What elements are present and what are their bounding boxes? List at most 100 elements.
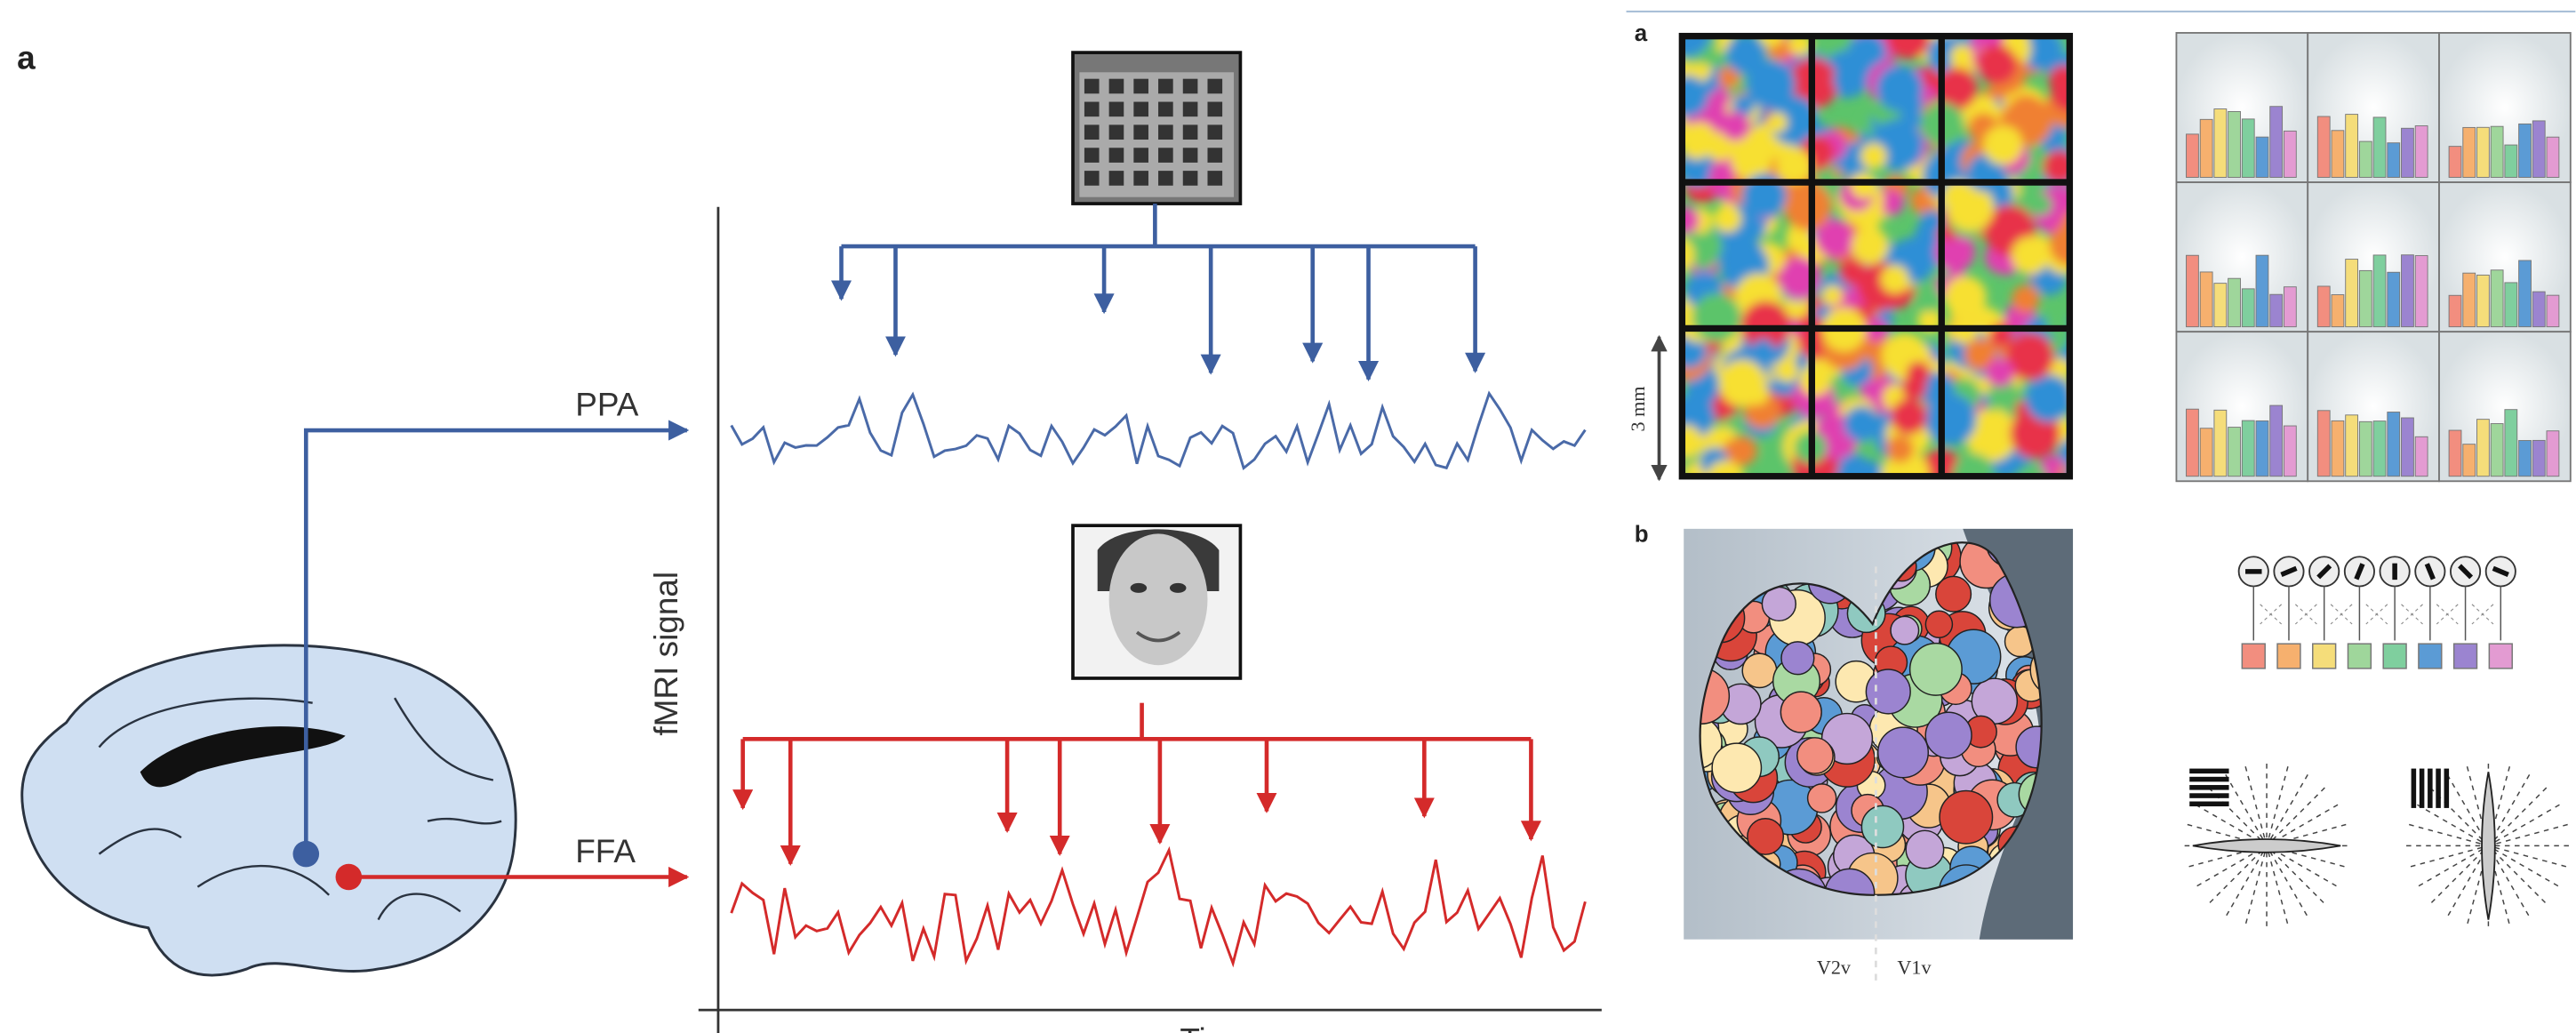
hist-bar (2359, 270, 2372, 326)
scale-label: 3 mm (1627, 386, 1649, 431)
patch (1712, 743, 1761, 792)
map-blob (2049, 65, 2078, 94)
patch (1861, 805, 1903, 847)
hist-bar (2415, 256, 2428, 327)
window (1207, 148, 1222, 163)
hist-bar (2477, 275, 2490, 326)
map-blob (1972, 16, 2005, 50)
hist-bar (2359, 421, 2372, 476)
hist-bar (2532, 121, 2545, 178)
patch (1940, 790, 1992, 843)
map-blob (1727, 436, 1756, 465)
window (1183, 124, 1198, 140)
hist-bar (2402, 418, 2414, 476)
hist-bar (2332, 420, 2344, 476)
hist-bar (2242, 119, 2254, 178)
map-blob (1746, 382, 1768, 404)
panel-label: a (17, 40, 36, 76)
hist-bar (2402, 255, 2414, 327)
patch (1891, 616, 1919, 645)
hist-bar (2477, 420, 2490, 476)
map-blob (2031, 195, 2052, 215)
map-blob (1901, 375, 1926, 400)
orient-unit (2454, 644, 2477, 669)
hist-bar (2491, 126, 2503, 177)
hist-bar (2388, 412, 2400, 476)
hist-bar (2187, 134, 2199, 178)
window (1158, 102, 1173, 117)
map-blob (1692, 245, 1716, 269)
window (1183, 102, 1198, 117)
map-blob (1683, 122, 1717, 156)
grating-stripe (2189, 802, 2228, 807)
window (1207, 171, 1222, 186)
hist-bar (2449, 430, 2461, 476)
patch (1936, 576, 1972, 612)
area-label: V1v (1897, 956, 1932, 978)
grating-stripe (2428, 769, 2433, 808)
hist-bar (2214, 284, 2227, 327)
patch (1808, 784, 1836, 813)
tuning-lens (2482, 772, 2495, 919)
map-blob (1876, 65, 1924, 112)
ppa-dot (292, 841, 319, 868)
face-image (1073, 525, 1240, 678)
map-blob (1886, 436, 1914, 463)
hist-bar (2270, 107, 2283, 178)
window (1158, 171, 1173, 186)
page: a PPA FFA fMRI signal Time a 3 mm b (0, 0, 2576, 1033)
map-blob (1944, 276, 1986, 317)
hist-bar (2200, 119, 2212, 177)
window (1109, 148, 1124, 163)
map-blob (1852, 227, 1889, 264)
map-blob (1776, 360, 1798, 382)
window (1207, 102, 1222, 117)
hist-bar (2547, 431, 2559, 476)
hist-bar (2532, 292, 2545, 327)
patch (1866, 669, 1910, 714)
window (1109, 79, 1124, 94)
hist-bar (2187, 255, 2199, 326)
hist-bar (2373, 421, 2386, 476)
map-blob (1669, 425, 1701, 457)
grating-stripe (2189, 777, 2228, 782)
hist-bar (2449, 147, 2461, 178)
hist-bar (2200, 272, 2212, 327)
hist-bar (2415, 126, 2428, 178)
window (1183, 79, 1198, 94)
region-label: PPA (575, 386, 639, 422)
hist-bar (2388, 272, 2400, 326)
map-blob (2061, 210, 2092, 240)
hist-bar (2463, 127, 2476, 177)
window (1084, 171, 1100, 186)
hist-bar (2477, 127, 2490, 177)
hist-bar (2317, 116, 2330, 178)
window (1133, 79, 1148, 94)
map-blob (1714, 204, 1741, 232)
brain (22, 645, 516, 975)
orient-unit (2313, 644, 2336, 669)
hist-bar (2346, 415, 2358, 476)
grating-stripe (2189, 769, 2228, 774)
x-axis-title: Time (1180, 1021, 1252, 1033)
hist-bar (2415, 436, 2428, 476)
window (1084, 124, 1100, 140)
histogram-grid (2176, 33, 2570, 481)
orient-cross (2436, 605, 2458, 624)
ffa-signal (732, 850, 1586, 963)
gratings (2185, 764, 2571, 928)
orient-cross (2472, 605, 2493, 624)
orient-unit (2277, 644, 2300, 669)
window (1084, 102, 1100, 117)
hist-bar (2332, 131, 2344, 178)
window (1133, 102, 1148, 117)
grating-stripe (2189, 785, 2228, 790)
hist-bar (2402, 128, 2414, 177)
hist-bar (2463, 273, 2476, 326)
hist-bar (2284, 426, 2296, 476)
orient-cross (2366, 605, 2388, 624)
hist-bar (2317, 286, 2330, 327)
map-blob (2012, 236, 2049, 274)
map-blob (1822, 285, 1843, 306)
hist-bar (2228, 428, 2241, 476)
